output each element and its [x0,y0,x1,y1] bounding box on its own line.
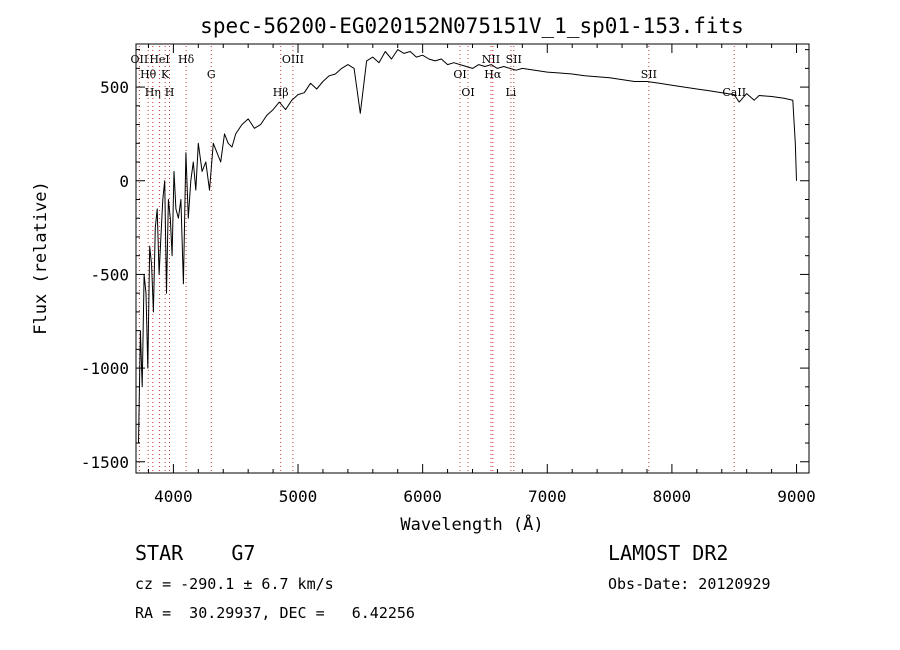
spectral-line-label: SII [506,53,522,66]
spectral-line-label: G [207,68,216,81]
spectral-line-label: HeI [149,53,169,66]
x-tick-label: 4000 [154,487,193,506]
spectrum-line [136,49,797,444]
y-tick-label: 500 [100,78,129,97]
y-tick-label: 0 [119,172,129,191]
spectral-line-label: H [165,86,175,99]
x-axis-label: Wavelength (Å) [400,513,543,535]
survey-name: LAMOST DR2 [608,541,729,565]
spectral-line-label: OI [461,86,474,99]
spectral-line-label: Hα [484,68,502,81]
spectral-line-label: Hη [145,86,161,99]
y-tick-label: -1000 [81,359,129,378]
x-axis: 4000 5000 6000 7000 8000 9000 [147,44,816,506]
y-tick-label: -1500 [81,453,129,472]
spectral-line-label: K [161,68,170,81]
spectral-line-label: Hθ [140,68,157,81]
y-axis: -1500 -1000 -500 0 500 [81,49,809,472]
spectral-line-label: OI [453,68,466,81]
object-class: STAR G7 [135,541,256,565]
spectral-line-label: OII [131,53,149,66]
x-tick-label: 6000 [403,487,442,506]
spectral-line-label: NII [482,53,500,66]
observation-date: Obs-Date: 20120929 [608,575,771,593]
x-tick-label: 7000 [528,487,567,506]
spectral-line-label: Li [505,86,516,99]
spectral-line-label: OIII [282,53,304,66]
spectral-line-label: CaII [722,86,746,99]
x-tick-label: 5000 [279,487,318,506]
chart-title: spec-56200-EG020152N075151V_1_sp01-153.f… [200,14,744,38]
series-layer [136,49,797,444]
x-tick-label: 8000 [653,487,692,506]
y-axis-label: Flux (relative) [31,181,51,335]
y-tick-label: -500 [90,265,129,284]
spectral-line-label: Hβ [273,86,289,99]
spectral-line-label: SII [641,68,657,81]
spectral-line-label: Hδ [178,53,195,66]
plot-frame [135,43,810,474]
redshift-value: cz = -290.1 ± 6.7 km/s [135,575,334,593]
coordinates: RA = 30.29937, DEC = 6.42256 [135,604,415,622]
x-tick-label: 9000 [777,487,816,506]
